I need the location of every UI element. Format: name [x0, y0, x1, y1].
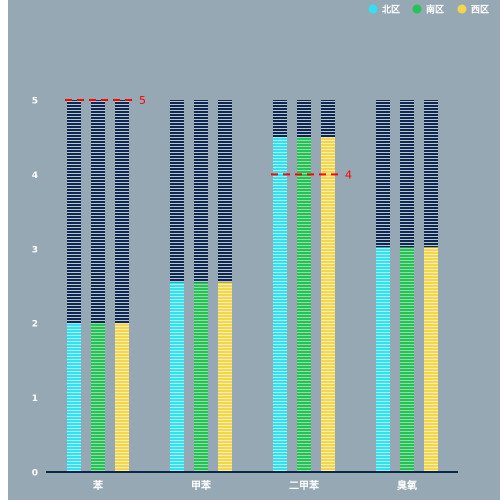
- bar-3-3: [321, 137, 335, 472]
- legend-label-2: 南区: [426, 4, 444, 16]
- legend-label-1: 北区: [382, 4, 400, 16]
- bar-1-2: [91, 323, 105, 472]
- bar-3-2: [297, 137, 311, 472]
- y-tick-label-5: 5: [32, 97, 38, 107]
- bar-3-1: [273, 137, 287, 472]
- chart-legend: 北区 南区 西区: [368, 4, 489, 16]
- chart-panel: [8, 0, 500, 500]
- bar-4-1: [376, 247, 390, 472]
- legend-label-3: 西区: [471, 5, 489, 16]
- mark-lines: 54: [65, 94, 352, 181]
- x-tick-label-3: 二甲苯: [289, 479, 320, 492]
- bars: [67, 137, 438, 472]
- legend-marker-3: [457, 4, 467, 14]
- y-tick-label-2: 2: [32, 320, 38, 330]
- legend-marker-2: [412, 4, 422, 14]
- y-tick-label-1: 1: [32, 394, 38, 404]
- y-tick-label-3: 3: [32, 245, 38, 255]
- markline-label-2: 4: [345, 168, 352, 181]
- x-axis: 苯 甲苯 二甲苯 臭氧: [46, 471, 458, 492]
- y-tick-label-4: 4: [32, 171, 38, 181]
- legend-marker-1: [368, 4, 378, 14]
- x-tick-label-2: 甲苯: [191, 479, 212, 492]
- bar-4-2: [400, 247, 414, 472]
- bar-2-1: [170, 282, 184, 472]
- bar-1-3: [115, 323, 129, 472]
- bar-2-3: [218, 282, 232, 472]
- x-tick-label-4: 臭氧: [397, 479, 417, 492]
- y-tick-label-0: 0: [32, 469, 38, 479]
- bar-4-3: [424, 247, 438, 472]
- x-tick-label-1: 苯: [92, 479, 104, 492]
- y-axis: 0 1 2 3 4 5: [32, 97, 38, 479]
- bar-1-1: [67, 323, 81, 472]
- markline-label-1: 5: [139, 94, 146, 107]
- bar-2-2: [194, 282, 208, 472]
